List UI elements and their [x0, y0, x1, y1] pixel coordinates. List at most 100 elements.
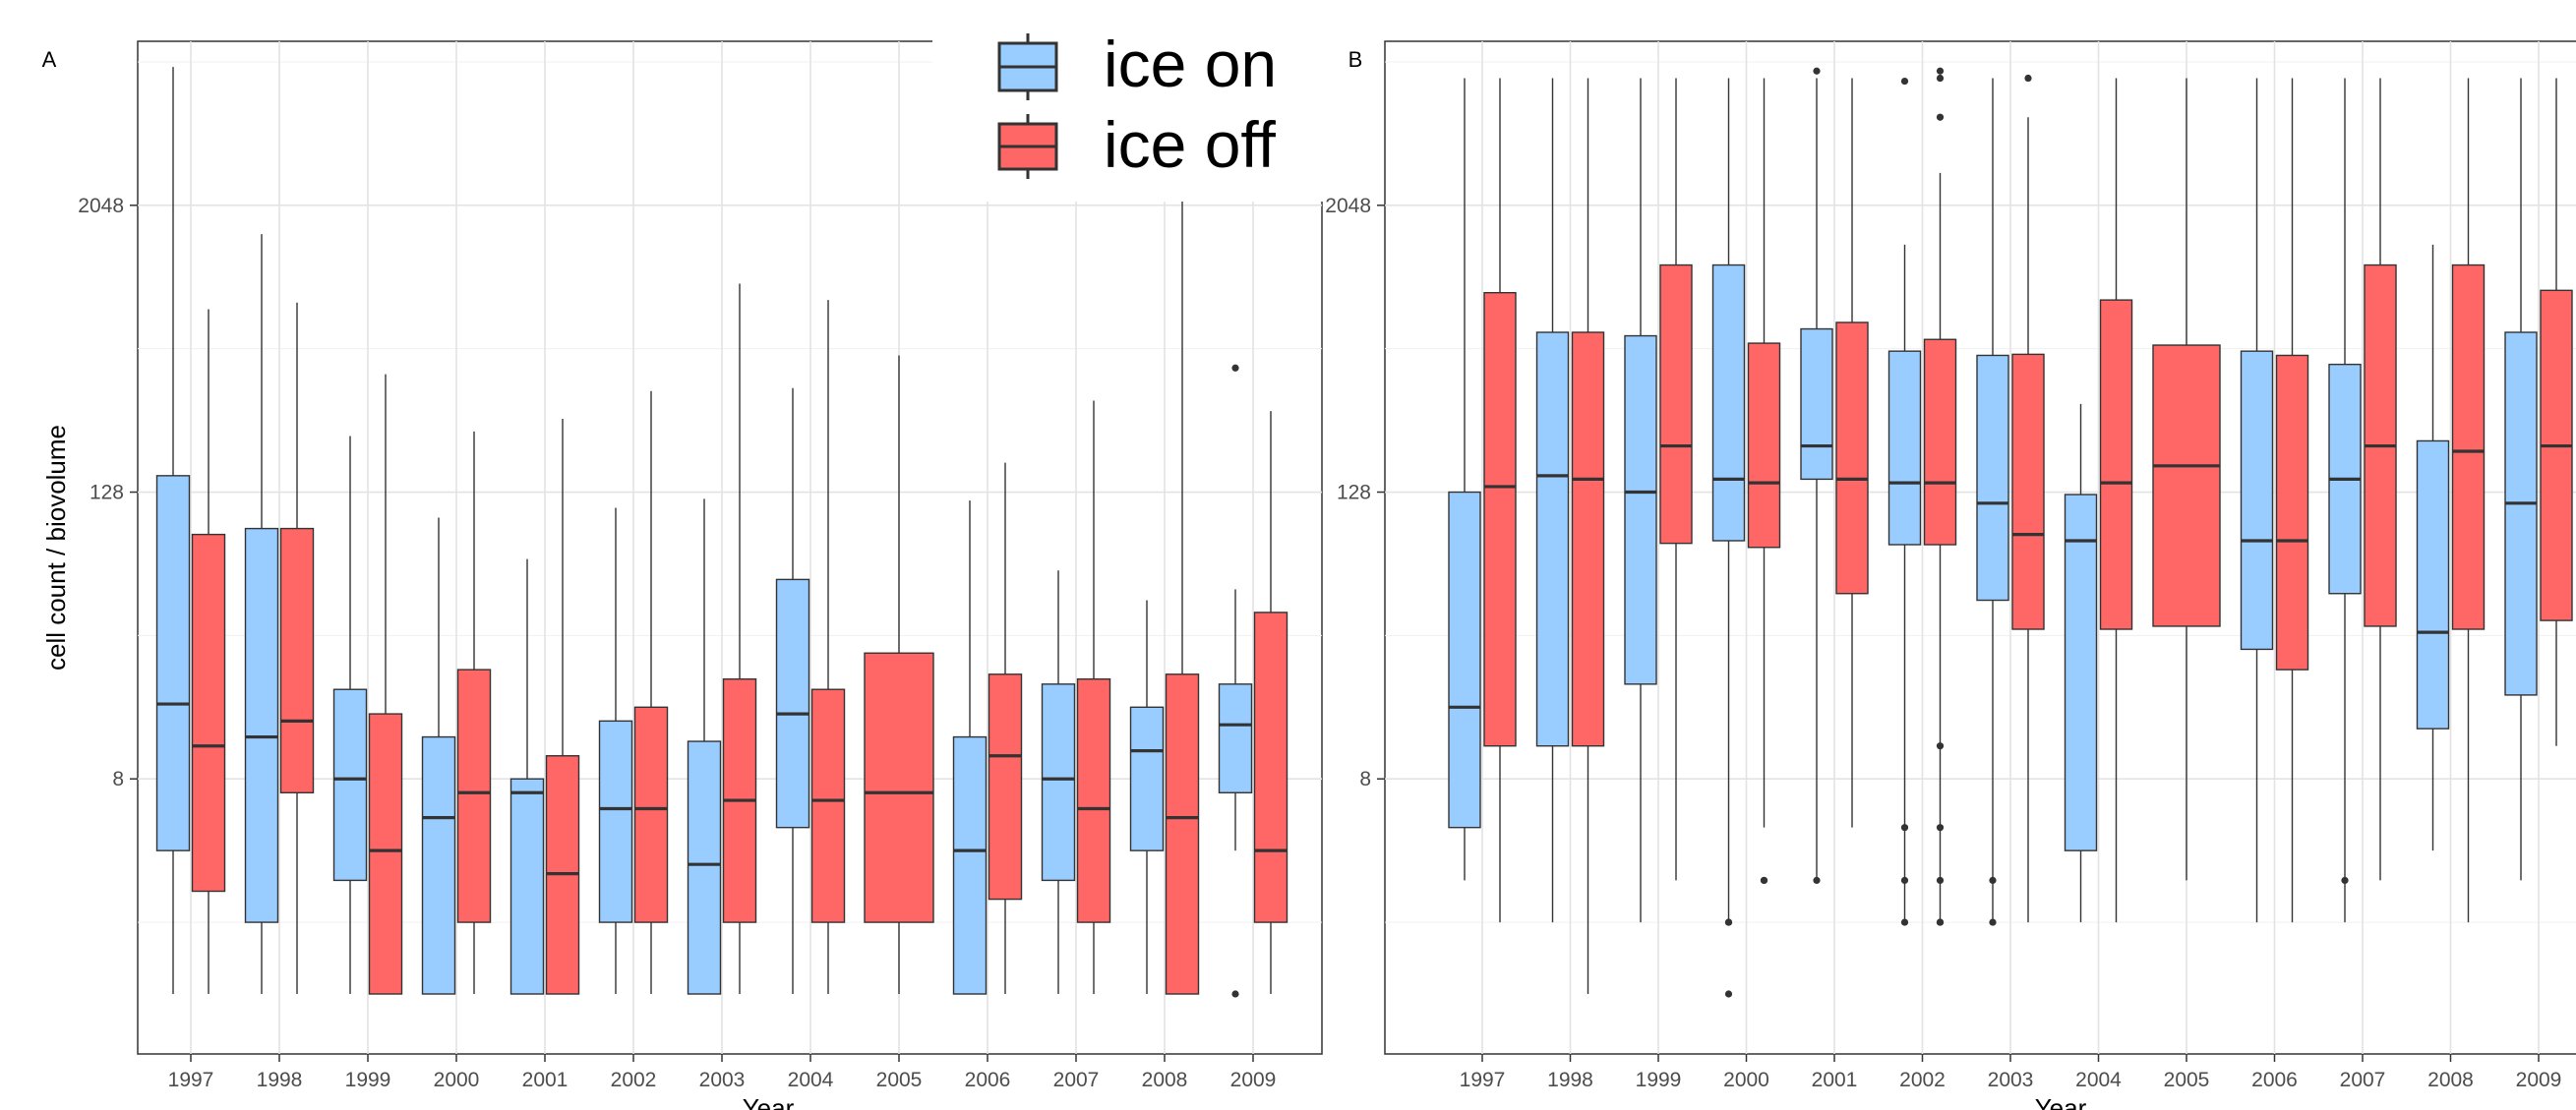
outlier-point — [1936, 67, 1945, 75]
box-ice-on-2009 — [2504, 78, 2538, 881]
panel-b-grid — [1385, 41, 2576, 1054]
legend-entry-ice-on: ice on — [997, 28, 1277, 100]
box-ice-off-2005 — [864, 355, 934, 994]
x-tick-label: 2003 — [699, 1069, 746, 1091]
box-body — [332, 688, 368, 882]
box-body — [155, 475, 191, 851]
box-body — [279, 527, 315, 793]
box-ice-on-2001 — [1800, 67, 1833, 885]
box-body — [687, 740, 722, 995]
outlier-point — [1724, 990, 1733, 998]
x-tick-label: 2000 — [1723, 1069, 1769, 1091]
legend-entry-ice-off: ice off — [997, 108, 1277, 181]
outlier-point — [1900, 77, 1909, 86]
panel-b-x-axis-label: Year — [2035, 1093, 2087, 1110]
x-tick-label: 2009 — [1230, 1069, 1277, 1091]
box-body — [633, 706, 669, 923]
box-ice-on-1998 — [244, 234, 279, 994]
box-ice-on-2006 — [2240, 78, 2274, 923]
x-tick-label: 2006 — [2251, 1069, 2298, 1091]
box-body — [2504, 331, 2538, 696]
box-body — [2011, 353, 2045, 630]
box-body — [2275, 354, 2309, 671]
box-ice-on-2001 — [509, 558, 545, 995]
outlier-point — [1813, 876, 1821, 885]
box-body — [1711, 263, 1746, 542]
panel-b-marks — [1448, 67, 2573, 998]
box-body — [1659, 263, 1693, 545]
box-body — [1483, 291, 1517, 747]
y-tick-label: 128 — [90, 482, 124, 504]
outlier-point — [1231, 990, 1239, 998]
box-body — [952, 735, 988, 995]
x-tick-label: 1997 — [1460, 1069, 1506, 1091]
x-tick-label: 2008 — [1142, 1069, 1188, 1091]
box-ice-on-2008 — [1129, 600, 1165, 994]
box-body — [1129, 706, 1165, 851]
y-tick-label: 128 — [1337, 482, 1371, 504]
legend-label-ice-on: ice on — [1104, 28, 1277, 100]
box-ice-off-2003 — [722, 283, 757, 994]
box-ice-on-2009 — [1218, 364, 1253, 998]
box-ice-on-2002 — [598, 507, 633, 994]
box-body — [1624, 334, 1657, 685]
x-tick-label: 1997 — [168, 1069, 214, 1091]
box-ice-off-2008 — [1165, 112, 1200, 995]
box-ice-off-2002 — [633, 390, 669, 994]
box-ice-on-2000 — [1711, 78, 1746, 998]
x-tick-label: 2007 — [2340, 1069, 2386, 1091]
box-body — [988, 673, 1023, 901]
x-tick-label: 2005 — [2164, 1069, 2210, 1091]
box-ice-off-2000 — [456, 431, 492, 994]
box-body — [1571, 331, 1605, 747]
box-body — [864, 652, 934, 923]
box-body — [1800, 327, 1833, 481]
panel-a-marks — [155, 67, 1288, 998]
box-ice-on-2003 — [1976, 78, 2009, 926]
x-tick-label: 1999 — [1636, 1069, 1682, 1091]
box-body — [2240, 350, 2274, 651]
box-body — [1535, 331, 1570, 747]
box-ice-off-2006 — [2275, 78, 2309, 923]
outlier-point — [1900, 876, 1909, 885]
x-tick-label: 2008 — [2427, 1069, 2474, 1091]
x-tick-label: 1998 — [1547, 1069, 1593, 1091]
box-ice-off-2002 — [1923, 67, 1957, 926]
box-ice-on-2000 — [421, 517, 456, 995]
y-tick-label: 8 — [1359, 768, 1371, 790]
box-body — [1747, 342, 1781, 549]
box-ice-on-1997 — [155, 67, 191, 994]
outlier-point — [1936, 74, 1945, 83]
box-ice-off-2004 — [2099, 78, 2133, 923]
box-ice-on-2004 — [2064, 403, 2098, 923]
outlier-point — [1989, 918, 1997, 926]
box-ice-on-2004 — [775, 387, 810, 994]
box-ice-on-1999 — [332, 436, 368, 994]
outlier-point — [1936, 918, 1945, 926]
panel-a-y-ticks: 8 128 2048 — [78, 195, 138, 790]
x-tick-label: 2009 — [2516, 1069, 2562, 1091]
box-ice-off-2006 — [988, 462, 1023, 994]
x-tick-label: 2003 — [1988, 1069, 2034, 1091]
panel-a-label: A — [42, 47, 57, 72]
box-ice-off-2007 — [1076, 400, 1111, 994]
box-body — [1218, 683, 1253, 793]
x-tick-label: 2001 — [1812, 1069, 1858, 1091]
legend: ice on ice off — [932, 0, 1326, 202]
box-body — [456, 669, 492, 923]
box-body — [1253, 612, 1288, 923]
outlier-point — [1936, 824, 1945, 832]
box-body — [810, 688, 846, 923]
x-tick-label: 1998 — [257, 1069, 303, 1091]
box-ice-off-2001 — [1835, 78, 1869, 828]
box-ice-off-1999 — [368, 374, 403, 995]
box-ice-on-1998 — [1535, 78, 1570, 923]
box-body — [368, 713, 403, 995]
box-body — [1165, 673, 1200, 995]
box-ice-on-2007 — [2328, 78, 2362, 923]
panel-b: 8 128 2048 1997 1998 1999 2000 2001 2002 2003 200… — [1325, 40, 2576, 1110]
outlier-point — [1989, 876, 1997, 885]
panel-b-x-ticks: 1997 1998 1999 2000 2001 2002 2003 2004 2005 2006… — [1460, 1054, 2562, 1091]
box-ice-off-1997 — [191, 309, 226, 994]
